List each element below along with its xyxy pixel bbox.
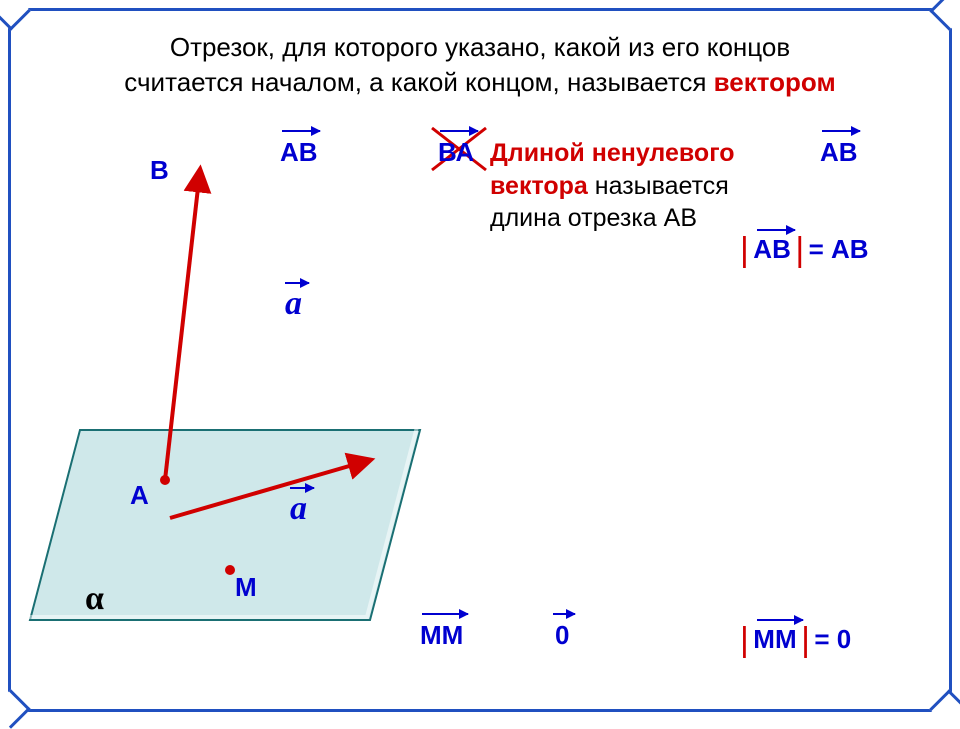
vector-label-zero: 0: [555, 620, 569, 651]
bar-left-mm: |: [740, 621, 749, 659]
magnitude-mm-eq: = 0: [814, 624, 851, 654]
frame-corner: [929, 689, 960, 729]
vector-label-a-upper: a: [285, 285, 302, 323]
point-m-dot: [225, 565, 235, 575]
vector-label-a-plane: a: [290, 490, 307, 528]
vector-label-ab-text: АВ: [280, 137, 318, 167]
magnitude-mm-vec: MM: [753, 624, 796, 654]
frame-corner: [0, 0, 31, 31]
length-def-part2: вектора: [490, 172, 588, 200]
vector-label-ba: ВА: [438, 137, 474, 168]
bar-right: |: [795, 231, 804, 269]
label-b: В: [150, 155, 169, 186]
label-m: M: [235, 572, 257, 603]
magnitude-ab-eq: = АВ: [809, 234, 869, 264]
vector-label-ab-right-text: АВ: [820, 137, 858, 167]
magnitude-mm: | MM | = 0: [740, 618, 851, 657]
definition-text: Отрезок, для которого указано, какой из …: [30, 30, 930, 100]
vector-label-ba-text: ВА: [438, 137, 474, 167]
decorative-frame: [8, 8, 952, 712]
definition-line2a: считается началом, а какой концом, назыв…: [124, 67, 713, 97]
length-definition: Длиной ненулевого вектора называется дли…: [490, 137, 800, 235]
label-a-point: А: [130, 480, 149, 511]
vector-label-a-upper-text: a: [285, 285, 302, 322]
vector-label-a-plane-text: a: [290, 490, 307, 527]
bar-left: |: [740, 231, 749, 269]
definition-line1: Отрезок, для которого указано, какой из …: [170, 32, 790, 62]
label-alpha: α: [85, 580, 104, 618]
definition-highlight: вектором: [714, 67, 836, 97]
vector-label-zero-text: 0: [555, 620, 569, 650]
vector-label-ab: АВ: [280, 137, 318, 168]
vector-label-ab-right: АВ: [820, 137, 858, 168]
point-a-dot: [160, 475, 170, 485]
frame-corner: [929, 0, 960, 31]
magnitude-ab-vec: АВ: [753, 234, 791, 264]
magnitude-ab: | АВ | = АВ: [740, 228, 869, 267]
frame-corner: [0, 689, 31, 729]
bar-right-mm: |: [801, 621, 810, 659]
vector-label-mm-text: MM: [420, 620, 463, 650]
vector-label-mm: MM: [420, 620, 463, 651]
length-def-part1: Длиной ненулевого: [490, 139, 735, 167]
